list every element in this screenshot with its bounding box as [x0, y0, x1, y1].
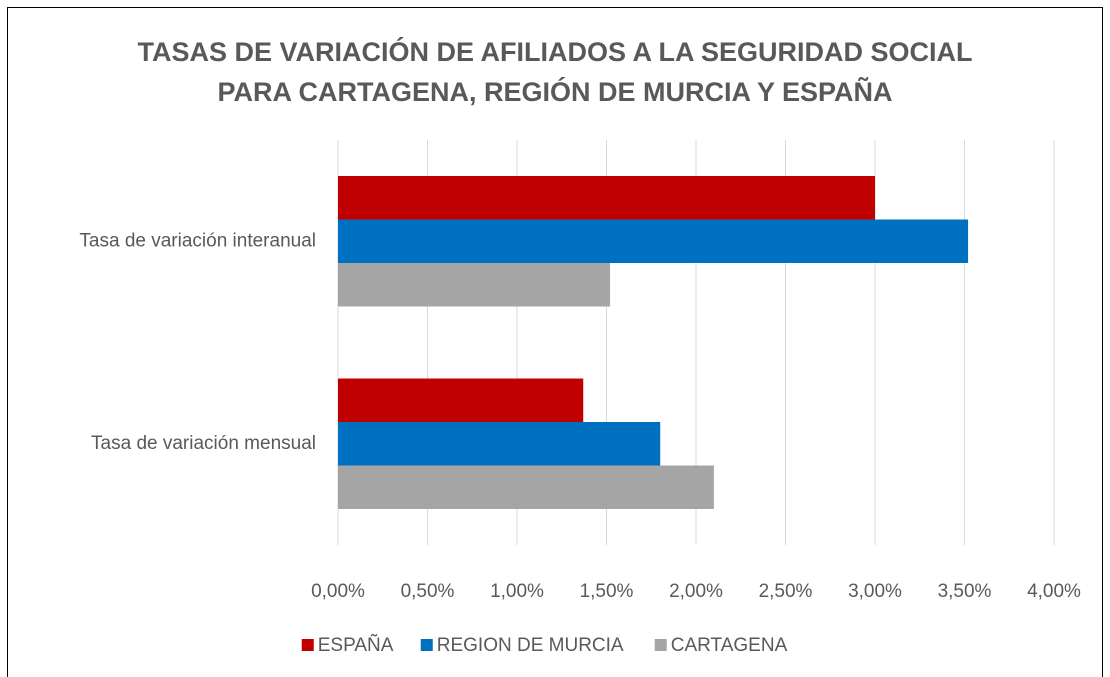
legend-label: CARTAGENA: [671, 635, 788, 656]
bar: [338, 378, 584, 422]
chart-title: TASAS DE VARIACIÓN DE AFILIADOS A LA SEG…: [137, 37, 973, 107]
x-tick-label: 3,50%: [938, 581, 992, 602]
legend-swatch: [420, 639, 433, 651]
bar: [338, 465, 714, 509]
y-tick-label: Tasa de variación mensual: [91, 433, 316, 454]
x-tick-label: 0,00%: [311, 581, 365, 602]
bar: [338, 219, 969, 263]
x-tick-label: 4,00%: [1027, 581, 1081, 602]
legend-swatch: [654, 639, 667, 651]
x-tick-label: 0,50%: [401, 581, 455, 602]
y-tick-label: Tasa de variación interanual: [79, 230, 316, 251]
bar: [338, 263, 611, 307]
x-tick-label: 1,00%: [490, 581, 544, 602]
bar: [338, 176, 875, 220]
legend-swatch: [301, 639, 314, 651]
chart-border: [7, 7, 1103, 677]
legend-label: REGION DE MURCIA: [437, 635, 624, 656]
x-tick-label: 2,00%: [669, 581, 723, 602]
x-tick-label: 3,00%: [848, 581, 902, 602]
bar: [338, 422, 661, 466]
x-tick-label: 2,50%: [759, 581, 813, 602]
legend-label: ESPAÑA: [318, 634, 394, 656]
x-tick-label: 1,50%: [580, 581, 634, 602]
